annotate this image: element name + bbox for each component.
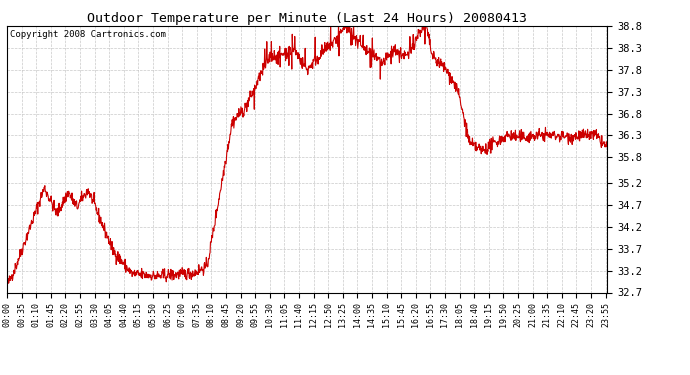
Text: Copyright 2008 Cartronics.com: Copyright 2008 Cartronics.com [10, 30, 166, 39]
Title: Outdoor Temperature per Minute (Last 24 Hours) 20080413: Outdoor Temperature per Minute (Last 24 … [87, 12, 527, 25]
